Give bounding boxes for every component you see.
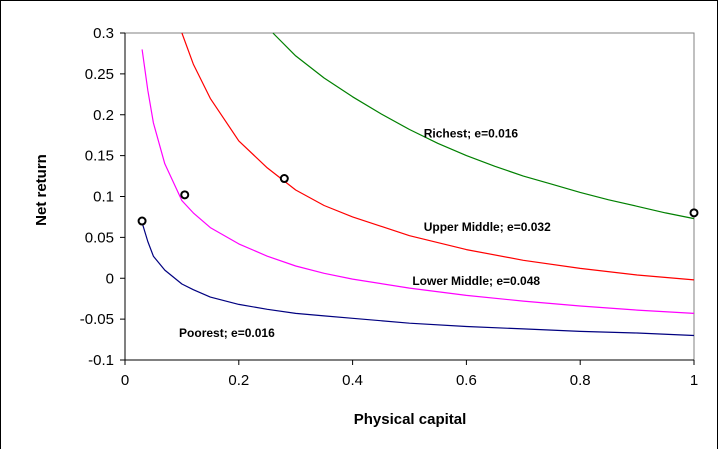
series-annotation: Poorest; e=0.016	[179, 326, 275, 340]
x-tick-label: 1	[690, 372, 698, 389]
plot-area	[124, 32, 695, 361]
series-line-1	[272, 32, 695, 220]
y-tick-label: 0.05	[85, 229, 114, 246]
series-annotation: Upper Middle; e=0.032	[424, 220, 551, 234]
data-point-marker	[279, 174, 289, 184]
series-line-3	[141, 49, 695, 314]
x-tick-label: 0.2	[228, 372, 249, 389]
y-tick-label: -0.1	[88, 352, 114, 369]
series-line-4	[141, 222, 695, 337]
y-tick-label: -0.05	[80, 311, 114, 328]
series-annotation: Richest; e=0.016	[424, 127, 519, 141]
axes: -0.1 -0.05 0 0.05 0.1 0.15 0.2 0.25 0.3 0 0.2 0.4 0.…	[80, 25, 698, 389]
x-tick-label: 0	[121, 372, 129, 389]
series-annotation: Lower Middle; e=0.048	[412, 274, 540, 288]
data-point-marker	[137, 216, 147, 226]
x-tick-label: 0.4	[342, 372, 363, 389]
series-line-2	[181, 32, 695, 281]
data-point-marker	[180, 190, 190, 200]
y-tick-label: 0.3	[93, 25, 114, 42]
y-tick-label: 0.25	[85, 66, 114, 83]
annotation-layer: Richest; e=0.016 Upper Middle; e=0.032 Low…	[179, 127, 551, 340]
x-tick-label: 0.8	[570, 372, 591, 389]
y-tick-label: 0.1	[93, 189, 114, 206]
y-tick-label: 0.2	[93, 107, 114, 124]
marker-layer	[137, 174, 699, 226]
data-point-marker	[689, 208, 699, 218]
y-tick-label: 0	[106, 270, 114, 287]
x-tick-label: 0.6	[456, 372, 477, 389]
series-layer	[141, 32, 695, 337]
x-axis-title: Physical capital	[354, 411, 467, 428]
y-tick-label: 0.15	[85, 148, 114, 165]
y-axis-title: Net return	[33, 154, 50, 226]
